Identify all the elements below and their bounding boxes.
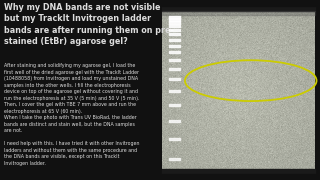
Text: After staining and solidifying my agarose gel, I load the
first well of the drie: After staining and solidifying my agaros… [4,63,140,166]
Text: Why my DNA bands are not visible
but my TrackIt Invitrogen ladder
bands are afte: Why my DNA bands are not visible but my … [4,3,174,46]
